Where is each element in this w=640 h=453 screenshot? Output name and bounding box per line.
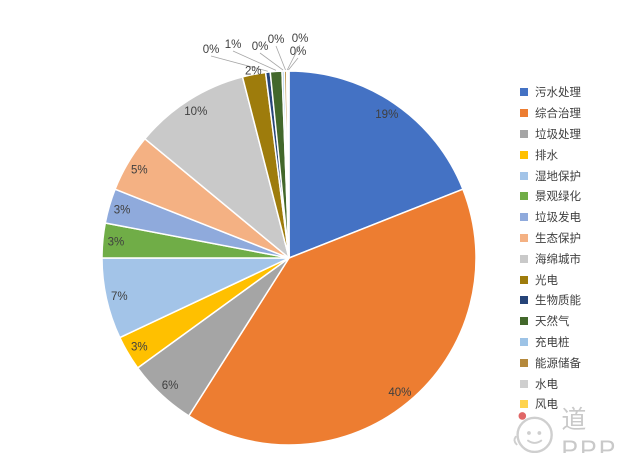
legend-label: 风电 (535, 399, 558, 412)
legend-swatch (520, 275, 528, 284)
legend-swatch (520, 400, 528, 409)
leader-line-充电桩 (259, 52, 284, 71)
data-label-综合治理: 40% (388, 387, 411, 399)
legend-swatch (520, 109, 528, 118)
watermark: 道PPP (510, 400, 640, 453)
legend-item-污水处理: 污水处理 (520, 82, 581, 103)
legend-label: 海绵城市 (535, 253, 581, 266)
legend-label: 污水处理 (535, 87, 581, 100)
legend-item-景观绿化: 景观绿化 (520, 186, 581, 207)
legend-swatch (520, 379, 528, 388)
data-label-水电: 0% (292, 33, 309, 45)
legend-swatch (520, 150, 528, 159)
legend-label: 生物质能 (535, 295, 581, 308)
legend-item-湿地保护: 湿地保护 (520, 165, 581, 186)
legend-swatch (520, 317, 528, 326)
legend-item-生物质能: 生物质能 (520, 290, 581, 311)
data-label-垃圾发电: 3% (114, 205, 131, 217)
leader-line-水电 (286, 44, 301, 71)
chart-legend: 污水处理综合治理垃圾处理排水湿地保护景观绿化垃圾发电生态保护海绵城市光电生物质能… (520, 82, 581, 415)
leader-line-风电 (288, 57, 299, 71)
data-label-景观绿化: 3% (108, 237, 125, 249)
legend-swatch (520, 254, 528, 263)
legend-label: 光电 (535, 274, 558, 287)
data-label-海绵城市: 10% (184, 106, 207, 118)
legend-item-垃圾发电: 垃圾发电 (520, 207, 581, 228)
legend-item-光电: 光电 (520, 269, 581, 290)
data-label-湿地保护: 7% (111, 291, 128, 303)
legend-label: 湿地保护 (535, 170, 581, 183)
legend-item-水电: 水电 (520, 373, 581, 394)
legend-item-充电桩: 充电桩 (520, 332, 581, 353)
data-label-充电桩: 0% (252, 41, 269, 53)
legend-label: 充电桩 (535, 336, 570, 349)
legend-label: 景观绿化 (535, 191, 581, 204)
legend-swatch (520, 337, 528, 346)
legend-swatch (520, 233, 528, 242)
pie-slice-污水处理 (288, 70, 464, 259)
legend-label: 水电 (535, 378, 558, 391)
legend-item-能源储备: 能源储备 (520, 352, 581, 373)
legend-label: 排水 (535, 149, 558, 162)
watermark-text: 道PPP (561, 406, 618, 453)
data-label-生物质能: 0% (203, 44, 220, 56)
legend-swatch (520, 129, 528, 138)
data-label-天然气: 1% (225, 39, 242, 51)
legend-label: 天然气 (535, 316, 570, 329)
legend-label: 生态保护 (535, 232, 581, 245)
legend-swatch (520, 358, 528, 367)
pie-slice-海绵城市 (144, 76, 290, 259)
legend-swatch (520, 296, 528, 305)
legend-item-天然气: 天然气 (520, 311, 581, 332)
data-label-污水处理: 19% (375, 109, 398, 121)
legend-label: 垃圾发电 (535, 212, 581, 225)
data-label-风电: 0% (290, 46, 307, 58)
data-label-生态保护: 5% (131, 165, 148, 177)
data-label-排水: 3% (131, 342, 148, 354)
pie-slice-风电 (287, 70, 290, 259)
legend-label: 垃圾处理 (535, 128, 581, 141)
leader-line-天然气 (232, 50, 277, 71)
legend-item-风电: 风电 (520, 394, 581, 415)
legend-item-综合治理: 综合治理 (520, 103, 581, 124)
legend-item-海绵城市: 海绵城市 (520, 248, 581, 269)
pie-slice-综合治理 (188, 188, 477, 446)
legend-label: 综合治理 (535, 108, 581, 121)
data-label-能源储备: 0% (268, 34, 285, 46)
legend-label: 能源储备 (535, 357, 581, 370)
legend-swatch (520, 213, 528, 222)
legend-item-生态保护: 生态保护 (520, 228, 581, 249)
legend-swatch (520, 192, 528, 201)
legend-swatch (520, 171, 528, 180)
legend-item-排水: 排水 (520, 144, 581, 165)
leader-line-生物质能 (210, 55, 268, 72)
data-label-垃圾处理: 6% (162, 380, 179, 392)
data-label-光电: 2% (245, 66, 262, 78)
watermark-logo-icon (513, 411, 553, 453)
legend-item-垃圾处理: 垃圾处理 (520, 124, 581, 145)
leader-line-能源储备 (275, 45, 286, 71)
legend-swatch (520, 88, 528, 97)
